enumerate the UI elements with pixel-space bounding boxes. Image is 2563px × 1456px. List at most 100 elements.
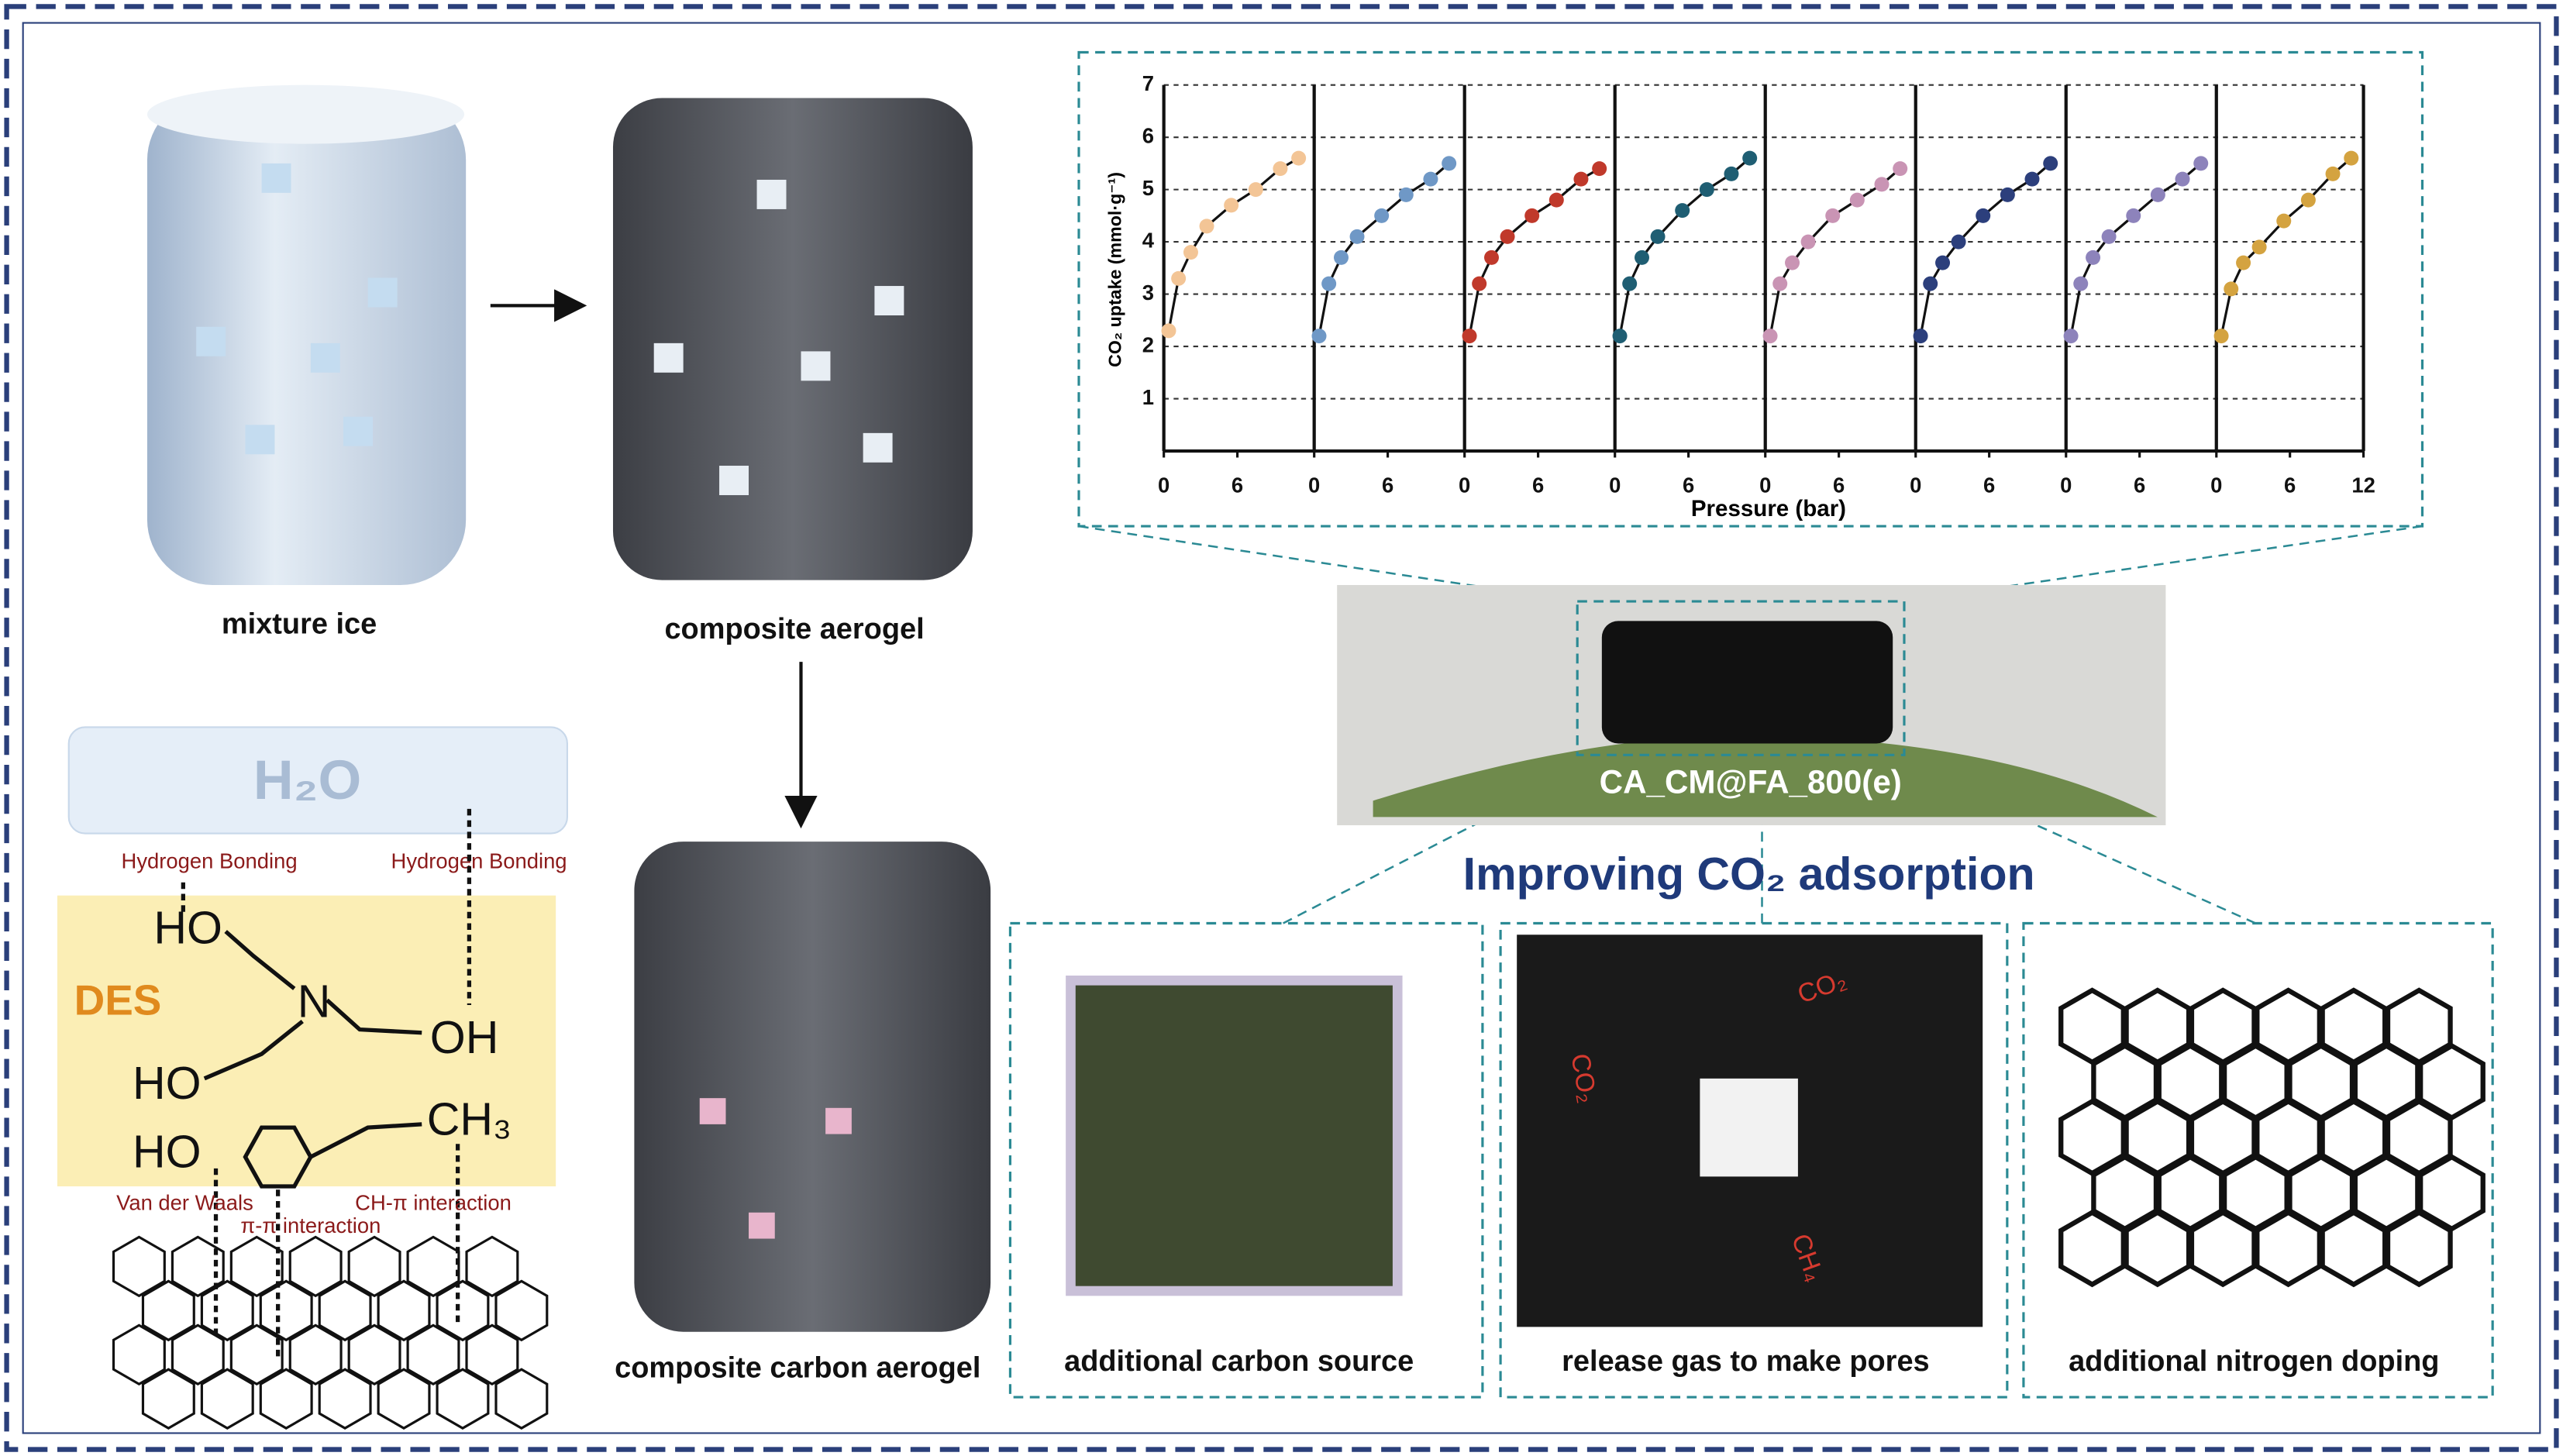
fit-line [1769, 167, 1901, 336]
data-point [1311, 329, 1327, 344]
interaction-label: π-π interaction [240, 1213, 381, 1237]
hexagon [406, 1323, 460, 1386]
headline: Improving CO₂ adsorption [1463, 848, 2035, 900]
data-point [1573, 171, 1589, 187]
graphene [112, 1235, 549, 1430]
ice-top [146, 84, 465, 144]
hexagon [377, 1279, 431, 1342]
data-point [1374, 208, 1390, 223]
hexagon [494, 1279, 549, 1342]
water-label: H₂O [253, 749, 361, 811]
aerogel [612, 98, 973, 580]
x-tick-label: 6 [1833, 473, 1845, 497]
data-point [1199, 219, 1214, 234]
chem-group: OH [430, 1012, 499, 1063]
y-axis-label: CO₂ uptake (mmol·g⁻¹) [1105, 172, 1125, 367]
hexagon [465, 1323, 519, 1386]
interaction-label: CH-π interaction [355, 1190, 512, 1214]
data-point [1333, 250, 1349, 265]
sample-frame [1576, 600, 1906, 756]
data-point [2175, 171, 2190, 187]
mechanism-label: additional carbon source [1064, 1345, 1414, 1378]
hexagon [171, 1235, 225, 1298]
hexagon [259, 1368, 313, 1430]
data-point [2101, 229, 2117, 244]
data-point [1442, 156, 1457, 171]
x-tick-label: 0 [2210, 473, 2222, 497]
x-tick-label: 6 [1232, 473, 1243, 497]
hexagon [494, 1368, 549, 1430]
hexagon [2189, 1210, 2257, 1288]
data-point [1349, 229, 1365, 244]
data-point [1161, 323, 1176, 339]
data-point [1976, 208, 1991, 223]
des-box [57, 895, 556, 1187]
water-bar [67, 726, 568, 835]
data-point [1398, 187, 1414, 202]
data-point [1622, 276, 1638, 291]
y-tick-label: 1 [1142, 385, 1154, 409]
data-point [2224, 281, 2239, 297]
x-tick-label: 6 [1532, 473, 1544, 497]
hexagon [347, 1235, 401, 1298]
aerogel-cubes [653, 179, 904, 495]
sample-block [1601, 621, 1893, 744]
data-point [1171, 270, 1187, 286]
data-point [2073, 276, 2089, 291]
data-point [2126, 208, 2141, 223]
chem-group: HO [133, 1058, 202, 1109]
data-point [1785, 255, 1800, 270]
data-point [2251, 239, 2267, 255]
data-point [2325, 166, 2341, 181]
data-point [2236, 255, 2251, 270]
carbon-aerogel-cubes [699, 1098, 852, 1239]
hexagon [112, 1235, 166, 1298]
data-point [1321, 276, 1337, 291]
hexagon [2058, 1210, 2126, 1288]
mechanism-label: release gas to make pores [1562, 1345, 1929, 1378]
ice-cubes [196, 163, 398, 455]
data-point [1825, 208, 1841, 223]
x-tick-label: 6 [1983, 473, 1995, 497]
data-point [1675, 203, 1690, 219]
fit-line [1618, 157, 1751, 336]
hexagon [436, 1368, 490, 1430]
hexagon [436, 1279, 490, 1342]
data-point [2213, 329, 2229, 344]
data-point [2000, 187, 2015, 202]
data-point [1800, 234, 1816, 250]
data-point [1472, 276, 1487, 291]
label: composite carbon aerogel [615, 1351, 980, 1384]
data-point [2300, 192, 2316, 208]
hexagon [377, 1368, 431, 1430]
y-tick-label: 6 [1142, 123, 1154, 147]
hexagon [2320, 1210, 2388, 1288]
label: composite aerogel [664, 613, 924, 645]
ice-cylinder [146, 95, 467, 585]
hexagon [229, 1323, 284, 1386]
nitrogen-network [2058, 987, 2485, 1288]
interaction-label: Van der Waals [116, 1190, 253, 1214]
chem-group: CH₃ [427, 1093, 512, 1144]
data-point [1650, 229, 1666, 244]
hexagon [141, 1279, 195, 1342]
y-tick-label: 2 [1142, 332, 1154, 356]
data-point [1699, 182, 1714, 198]
leaf [1373, 735, 2158, 817]
data-point [1224, 198, 1239, 213]
inner-border [22, 22, 2541, 1434]
data-point [1612, 329, 1628, 344]
bond-label: Hydrogen Bonding [122, 849, 298, 873]
hexagon [318, 1368, 372, 1430]
data-point [1893, 161, 1908, 177]
x-tick-label: 0 [1158, 473, 1170, 497]
data-point [1273, 161, 1288, 177]
data-point [2086, 250, 2101, 265]
outer-border [4, 4, 2559, 1452]
data-point [1423, 171, 1438, 187]
x-tick-label: 12 [2351, 473, 2375, 497]
data-point [2193, 156, 2209, 171]
